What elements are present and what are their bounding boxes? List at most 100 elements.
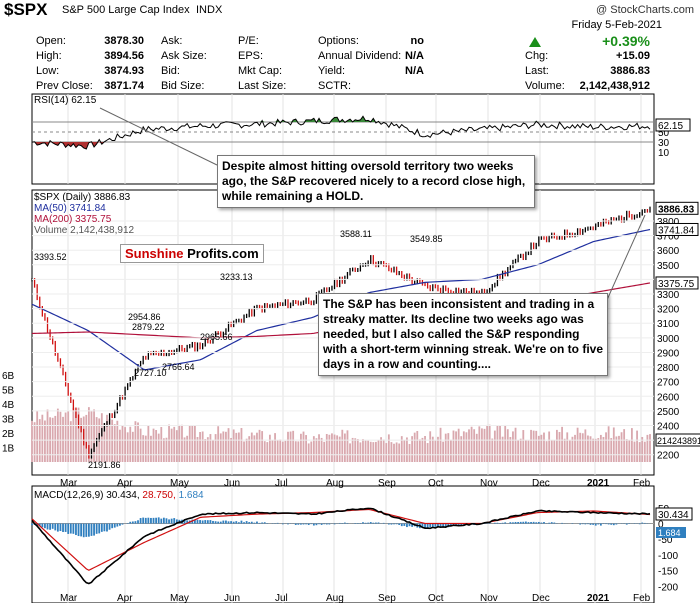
macd-hist-bar [80, 523, 83, 537]
mktcap-label: Mkt Cap: [238, 65, 283, 77]
volume-bar [563, 438, 566, 462]
macd-hist-bar [605, 523, 607, 525]
macd-hist-bar [320, 523, 323, 525]
volume-bar [532, 430, 535, 462]
ma200-legend: MA(200) 3375.75 [34, 214, 112, 225]
macd-hist-bar [294, 523, 297, 525]
volume-bar [548, 431, 551, 462]
volume-bar [300, 433, 302, 462]
macd-hist-bar [235, 521, 238, 524]
volume-bar [129, 426, 132, 462]
month-label-1: Apr [117, 478, 133, 489]
volume-bar [294, 441, 297, 462]
volume-bar [69, 421, 72, 462]
volume-bar [537, 435, 540, 462]
volume-bar [152, 428, 155, 462]
volume-bar [462, 431, 465, 462]
last-size-label: Last Size: [238, 80, 287, 92]
volume-bar [636, 430, 638, 462]
volume-bar [574, 434, 576, 462]
macd-hist-bar [62, 523, 64, 533]
macd-hist-bar [250, 521, 253, 524]
macd-hist-bar [232, 521, 235, 524]
volume-bar [302, 431, 305, 462]
macd-hist-bar [131, 521, 134, 524]
macd-hist-bar [85, 523, 88, 537]
macd-tick-4: -150 [658, 567, 678, 578]
macd-hist-bar [222, 520, 225, 524]
macd-hist-bar [411, 523, 414, 527]
macd-hist-bar [382, 522, 385, 524]
volume-bar [408, 443, 411, 462]
volume-bar [261, 431, 264, 462]
dividend-value: N/A [405, 50, 424, 62]
volume-bar [268, 434, 271, 462]
volume-bar [382, 439, 385, 462]
macd-hist-bar [589, 523, 592, 525]
macd-hist-bar [103, 523, 106, 532]
rsi-callout: Despite almost hitting oversold territor… [217, 155, 535, 208]
macd-hist-bar [217, 521, 220, 524]
volume-bar [393, 443, 395, 462]
macd-hist-bar [186, 520, 189, 524]
volume-bar [387, 434, 390, 462]
volume-bar [465, 432, 468, 462]
volume-bar [323, 441, 326, 462]
macd-tick-5: -200 [658, 582, 678, 593]
price-tick-3: 3500 [657, 261, 680, 272]
volume-bar [504, 424, 507, 462]
macd-hist-bar [537, 521, 540, 524]
macd-hist-bar [64, 523, 67, 532]
volume-bar [434, 440, 437, 462]
macd-legend-hist: 1.684 [178, 490, 204, 501]
volume-bar [271, 440, 274, 462]
macd-hist-bar [519, 521, 522, 524]
volume-bar [483, 428, 486, 462]
macd-month-label-11: Feb [633, 593, 651, 603]
price-legend: $SPX (Daily) 3886.83 [34, 192, 131, 203]
macd-hist-bar [437, 523, 439, 527]
symbol-title: $SPX [4, 0, 48, 19]
month-label-4: Jul [275, 478, 288, 489]
macd-hist-bar [93, 523, 95, 536]
volume-bar [64, 412, 67, 462]
volume-bar [325, 433, 328, 462]
price-tick-2: 3600 [657, 246, 680, 257]
options-value: no [410, 35, 424, 47]
macd-hist-bar [610, 523, 613, 525]
volume-bar [214, 434, 217, 462]
volume-bar [444, 433, 447, 462]
volume-bar [209, 434, 212, 462]
price-tick-6: 3200 [657, 305, 680, 316]
volume-bar [237, 432, 240, 462]
macd-hist-bar [333, 523, 336, 525]
rsi-line [31, 115, 651, 150]
volume-bar [431, 436, 434, 462]
macd-hist-bar [276, 522, 279, 524]
macd-hist-bar [328, 523, 331, 525]
macd-hist-bar [261, 522, 264, 524]
macd-hist-bar [452, 523, 455, 526]
volume-bar [491, 438, 494, 462]
low-value: 3874.93 [104, 65, 144, 77]
macd-hist-bar [95, 523, 98, 534]
macd-month-label-9: Dec [532, 593, 550, 603]
macd-hist-bar [553, 522, 556, 524]
volume-bar [178, 424, 181, 462]
volume-bar [362, 439, 364, 462]
volume-bar [131, 431, 134, 462]
macd-hist-bar [584, 523, 587, 525]
volume-bar [625, 439, 628, 462]
macd-month-label-5: Aug [326, 593, 344, 603]
macd-hist-bar [530, 522, 532, 524]
last-label: Last: [525, 65, 549, 77]
quote-date: Friday 5-Feb-2021 [571, 19, 663, 31]
volume-bar [155, 430, 158, 462]
macd-hist-bar [38, 523, 41, 527]
volume-bar [400, 436, 403, 462]
volume-bar [87, 407, 90, 462]
macd-hist-bar [209, 520, 212, 524]
volume-bar [245, 438, 248, 462]
volume-bar [643, 441, 646, 462]
volume-bar [343, 433, 346, 462]
